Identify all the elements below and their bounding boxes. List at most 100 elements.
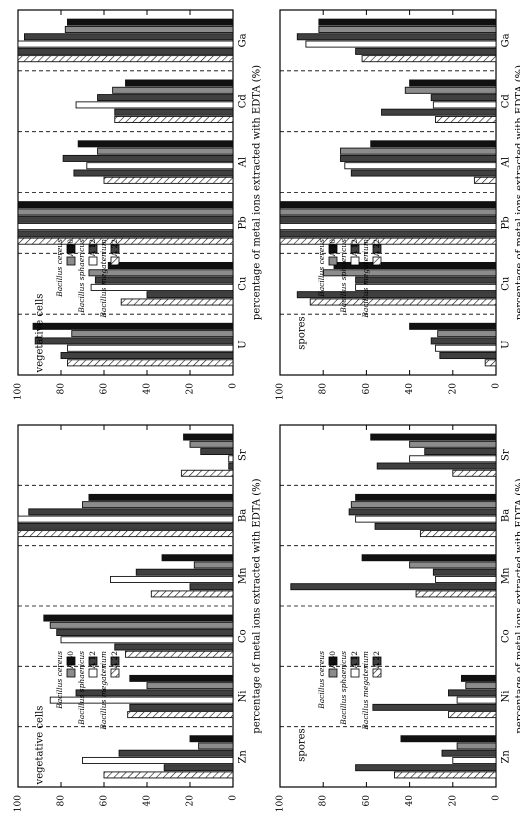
value-tick-label: 40: [405, 383, 415, 395]
bar: [356, 277, 496, 283]
bar: [162, 555, 233, 561]
bar: [18, 238, 233, 244]
bar: [115, 644, 233, 650]
value-tick-label: 40: [405, 795, 415, 807]
bar: [371, 434, 496, 440]
legend-swatch: [351, 257, 359, 265]
bar: [410, 323, 496, 329]
value-axis-title: percentage of metal ions extracted with …: [515, 65, 520, 320]
bar: [126, 80, 234, 86]
bar: [442, 750, 496, 756]
legend-label: Bacillus cereus: [317, 239, 326, 298]
bar: [147, 292, 233, 298]
bar: [425, 449, 496, 455]
value-axis-title: percentage of metal ions extracted with …: [252, 478, 263, 733]
legend-label: Bacillus megaterium: [99, 239, 108, 319]
value-tick-label: 60: [100, 383, 110, 395]
value-tick-label: 60: [100, 795, 110, 807]
bar: [24, 34, 233, 40]
bar: [280, 224, 496, 230]
bar: [382, 109, 496, 115]
category-label: U: [238, 340, 249, 348]
bar: [485, 360, 496, 366]
bar: [461, 675, 496, 681]
bar: [128, 712, 233, 718]
bar: [130, 704, 233, 710]
legend-label: Bacillus cereus: [55, 651, 64, 710]
category-label: Co: [238, 629, 249, 643]
bar: [394, 772, 496, 778]
bar: [65, 26, 233, 32]
legend-label: Bacillus megaterium: [99, 651, 108, 731]
bar: [67, 360, 233, 366]
bar: [67, 345, 233, 351]
bar: [356, 516, 496, 522]
bar: [113, 87, 233, 93]
bar: [297, 292, 496, 298]
bar: [18, 531, 233, 537]
bar: [371, 141, 496, 147]
legend-swatch: [67, 257, 75, 265]
bar: [126, 651, 234, 657]
bar: [340, 148, 496, 154]
value-tick-label: 20: [186, 383, 196, 395]
bar: [319, 19, 496, 25]
bar: [74, 170, 233, 176]
legend-swatch: [329, 669, 337, 677]
legend-label: A 12: [350, 239, 359, 258]
bar: [410, 80, 496, 86]
bar: [351, 502, 496, 508]
legend-label: A 30: [66, 651, 75, 670]
bar: [280, 231, 496, 237]
legend-label: Bacillus megaterium: [361, 239, 370, 319]
category-label: Cu: [238, 276, 249, 291]
value-tick-label: 0: [492, 383, 502, 389]
bar: [356, 494, 496, 500]
category-label: Cd: [238, 94, 249, 109]
bar: [61, 637, 233, 643]
bar: [410, 562, 496, 568]
bar: [91, 284, 233, 290]
bar: [356, 48, 496, 54]
bar: [18, 216, 233, 222]
panel-label: spores: [297, 728, 308, 761]
category-label: Ba: [238, 509, 249, 522]
bar: [229, 456, 233, 462]
bar: [306, 41, 496, 47]
bar: [453, 470, 496, 476]
category-label: Zn: [501, 750, 512, 764]
legend-swatch: [373, 669, 381, 677]
bar: [89, 494, 233, 500]
legend-label: Bacillus sphaericus: [77, 651, 86, 726]
bar: [280, 216, 496, 222]
value-axis-title: percentage of metal ions extracted with …: [252, 65, 263, 320]
bar: [448, 712, 496, 718]
value-tick-label: 100: [14, 795, 24, 812]
bar: [291, 584, 496, 590]
value-axis-title: percentage of metal ions extracted with …: [515, 478, 520, 733]
value-tick-label: 0: [229, 795, 239, 801]
legend-label: A 30: [66, 239, 75, 258]
bar: [375, 523, 496, 529]
value-tick-label: 80: [57, 383, 67, 395]
panel-label: spores: [297, 316, 308, 349]
category-label: Ni: [501, 691, 512, 703]
category-label: Cd: [501, 94, 512, 109]
bar: [44, 615, 233, 621]
bar: [63, 155, 233, 161]
bar: [373, 704, 496, 710]
category-label: Cu: [501, 276, 512, 291]
bar: [57, 630, 233, 636]
value-tick-label: 80: [57, 795, 67, 807]
bar: [405, 87, 496, 93]
legend-label: A 12: [88, 239, 97, 258]
legend-swatch: [67, 669, 75, 677]
bar: [29, 509, 233, 515]
value-tick-label: 60: [362, 383, 372, 395]
legend-label: Bacillus sphaericus: [339, 239, 348, 314]
bar: [136, 569, 233, 575]
bar: [448, 690, 496, 696]
legend-swatch: [89, 257, 97, 265]
legend-swatch: [329, 257, 337, 265]
